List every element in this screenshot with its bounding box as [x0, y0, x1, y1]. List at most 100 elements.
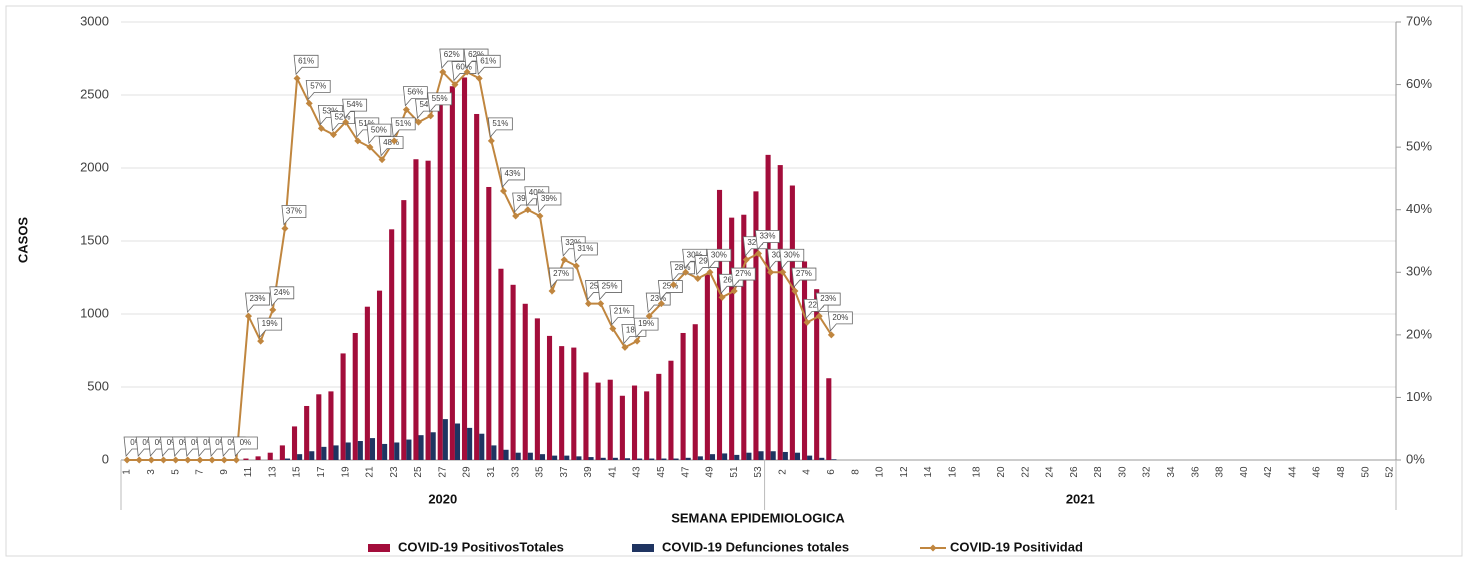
line-marker: [342, 118, 350, 126]
y2-tick-label: 0%: [1406, 451, 1425, 466]
line-marker: [670, 281, 677, 289]
data-label-text: 0%: [203, 438, 215, 447]
bar: [382, 443, 388, 460]
x-tick-label: 15: [292, 466, 303, 478]
bar: [758, 451, 764, 460]
x-tick-label: 23: [389, 466, 400, 478]
bar: [644, 391, 650, 460]
y-tick-label: 500: [87, 378, 109, 393]
bar: [637, 458, 643, 460]
label-callout: [439, 48, 465, 70]
bar: [309, 451, 315, 460]
data-label: 39%: [536, 192, 562, 213]
bar: [722, 453, 728, 460]
data-label: 31%: [572, 242, 598, 263]
data-label: 54%: [342, 98, 368, 120]
bar: [413, 159, 419, 461]
bar: [716, 189, 723, 460]
bar: [328, 391, 334, 460]
line-marker: [354, 137, 362, 145]
line-marker: [269, 306, 277, 314]
bar: [552, 455, 558, 460]
x-tick-label: 19: [340, 466, 351, 478]
x-tick-label: 34: [1166, 466, 1177, 478]
line-marker: [500, 187, 507, 195]
data-label-text: 29%: [699, 257, 715, 266]
line-marker: [245, 312, 252, 320]
data-label-text: 25%: [662, 282, 678, 291]
bar: [345, 442, 351, 460]
line-marker: [305, 99, 313, 107]
x-tick-label: 35: [535, 466, 546, 478]
x-tick-label: 16: [947, 466, 958, 478]
bar: [491, 445, 497, 460]
line-marker: [779, 268, 787, 276]
x-tick-label: 40: [1239, 466, 1250, 478]
bar: [564, 455, 570, 460]
bar: [418, 435, 424, 460]
bar: [814, 289, 820, 460]
x-tick-label: 49: [705, 466, 716, 478]
x-tick-label: 13: [267, 466, 278, 478]
data-label-text: 56%: [407, 88, 423, 97]
label-callout: [427, 92, 453, 113]
x-tick-label: 36: [1190, 466, 1201, 478]
data-label: 27%: [730, 267, 756, 289]
line-marker: [330, 131, 337, 139]
x-tick-label: 9: [219, 469, 230, 475]
y2-tick-label: 70%: [1406, 13, 1432, 28]
bar: [522, 303, 528, 460]
bar: [673, 458, 679, 460]
data-label-text: 32%: [747, 238, 763, 247]
data-label: 50%: [366, 123, 392, 145]
legend-swatch: [368, 544, 390, 552]
data-label-text: 23%: [820, 294, 836, 303]
bar: [588, 457, 594, 460]
data-label-text: 0%: [240, 438, 252, 447]
label-callout: [269, 286, 295, 307]
data-label-text: 51%: [359, 119, 375, 128]
x-tick-label: 10: [875, 466, 886, 478]
data-label-text: 30%: [772, 250, 788, 259]
data-label-text: 23%: [249, 294, 265, 303]
bar: [498, 268, 504, 460]
x-tick-label: 26: [1069, 466, 1080, 478]
data-label-text: 0%: [191, 438, 203, 447]
data-label: 61%: [475, 54, 501, 76]
bar: [729, 217, 735, 460]
data-label-text: 57%: [310, 81, 326, 90]
bar: [801, 261, 808, 460]
line-marker: [767, 268, 775, 276]
data-label-text: 27%: [796, 269, 812, 278]
line-marker: [730, 287, 738, 295]
label-callout: [305, 79, 331, 101]
x-tick-label: 5: [170, 469, 181, 475]
line-marker: [706, 268, 714, 276]
line-marker: [439, 68, 447, 76]
bar: [753, 191, 759, 461]
bar: [831, 459, 837, 460]
x-tick-label: 4: [802, 469, 813, 475]
bar: [680, 332, 686, 460]
x-axis-title: SEMANA EPIDEMIOLOGICA: [671, 510, 845, 525]
line-marker: [147, 456, 155, 464]
bar: [546, 335, 553, 460]
bar: [668, 360, 674, 460]
line-marker: [366, 143, 374, 151]
bar: [746, 452, 752, 460]
x-tick-label: 18: [972, 466, 983, 478]
bar: [376, 290, 383, 460]
data-label: 51%: [390, 117, 416, 138]
line-marker: [742, 256, 750, 264]
data-label: 62%: [439, 48, 465, 70]
data-label-text: 22%: [808, 300, 824, 309]
line-marker: [196, 456, 204, 464]
data-label-text: 48%: [383, 138, 399, 147]
label-callout: [245, 292, 270, 314]
x-tick-label: 25: [413, 466, 424, 478]
x-tick-label: 39: [583, 466, 594, 478]
bar: [442, 419, 448, 460]
line-marker: [597, 300, 605, 308]
x-tick-label: 11: [243, 466, 254, 477]
label-callout: [475, 54, 501, 76]
